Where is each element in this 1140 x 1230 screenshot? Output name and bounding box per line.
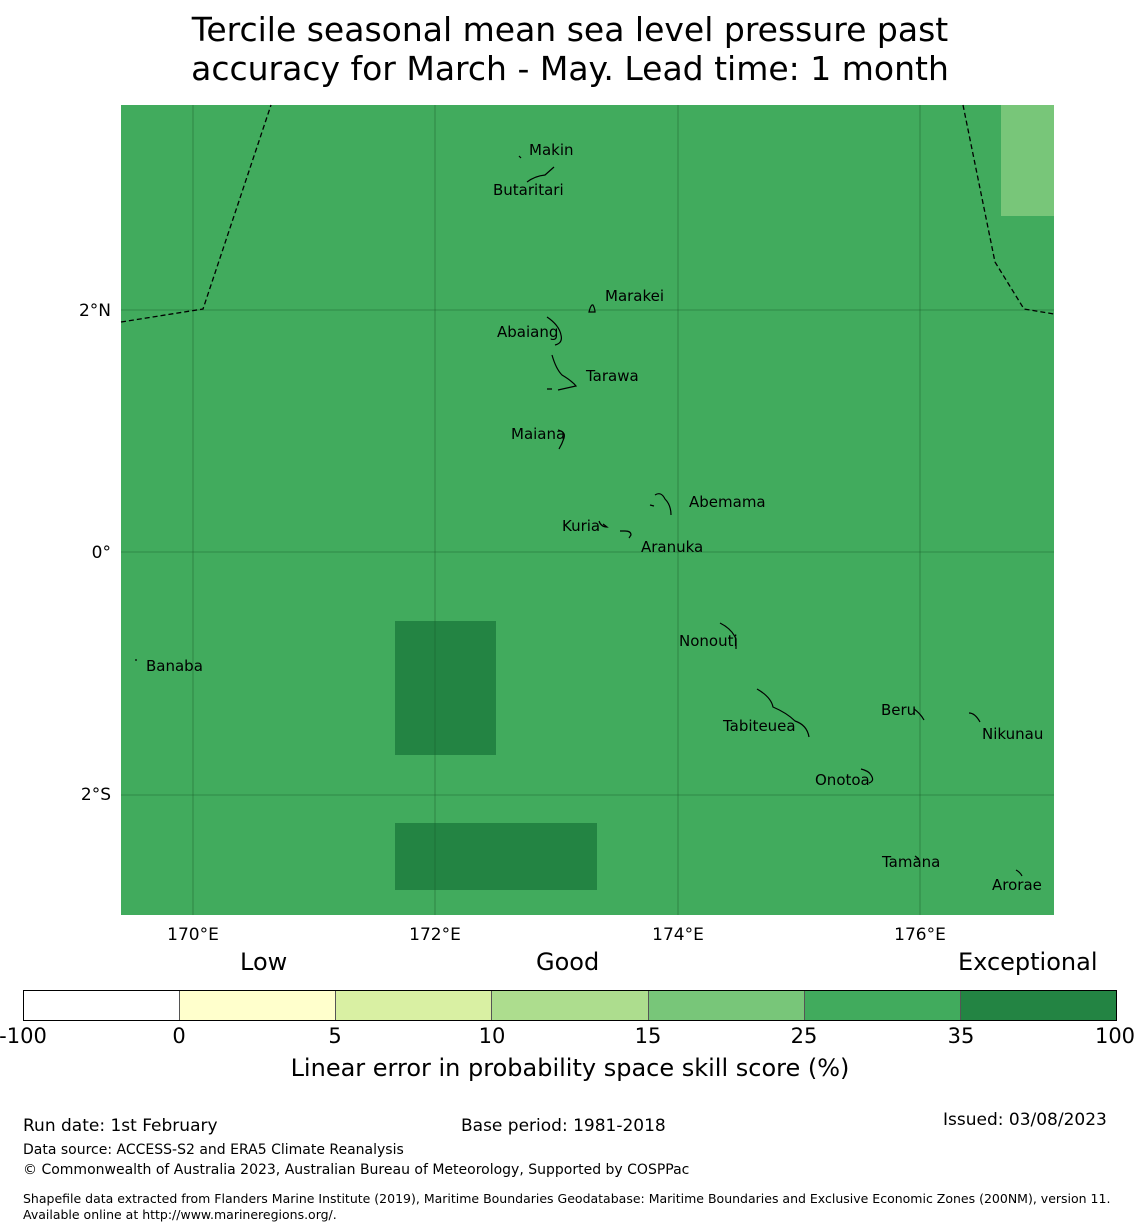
- island-outline-makin: [518, 155, 522, 159]
- lat-label-2n: 2°N: [79, 301, 111, 321]
- lon-label-174: 174°E: [652, 925, 704, 940]
- category-good: Good: [536, 948, 600, 976]
- colorbar-swatch-6: [804, 991, 961, 1020]
- title-line-1: Tercile seasonal mean sea level pressure…: [191, 10, 949, 49]
- label-nikunau: Nikunau: [982, 725, 1043, 743]
- colorbar-tick-1: -100: [0, 1024, 47, 1048]
- title-line-2: accuracy for March - May. Lead time: 1 m…: [191, 49, 949, 88]
- lon-label-176: 176°E: [894, 925, 946, 940]
- island-outline-abaiang: [546, 316, 562, 346]
- colorbar-swatch-3: [336, 991, 493, 1020]
- island-outline-onotoa: [860, 768, 874, 784]
- shapefile-credit: Shapefile data extracted from Flanders M…: [23, 1191, 1111, 1222]
- label-aranuka: Aranuka: [641, 538, 703, 556]
- island-outline-tamana: [914, 855, 920, 860]
- label-onotoa: Onotoa: [815, 771, 870, 789]
- colorbar-swatch-7: [960, 991, 1116, 1020]
- lon-label-170: 170°E: [167, 925, 219, 940]
- island-outline-nonouti: [719, 622, 737, 649]
- island-outline-butaritari: [526, 166, 555, 183]
- category-low: Low: [240, 948, 288, 976]
- island-outline-tarawa: [547, 354, 578, 391]
- copyright: © Commonwealth of Australia 2023, Austra…: [23, 1162, 690, 1178]
- island-outline-maiana: [557, 429, 565, 450]
- island-outline-arorae: [1015, 869, 1023, 877]
- colorbar: [23, 990, 1117, 1021]
- eez-boundary-east: [962, 104, 1055, 315]
- label-beru: Beru: [881, 701, 916, 719]
- label-nonouti: Nonouti: [679, 632, 738, 650]
- eez-boundary-west: [120, 104, 272, 323]
- island-outline-aranuka: [620, 530, 632, 539]
- label-butaritari: Butaritari: [493, 181, 564, 199]
- label-marakei: Marakei: [605, 287, 664, 305]
- label-kuria: Kuria: [562, 517, 600, 535]
- colorbar-tick-6: 25: [790, 1024, 818, 1048]
- data-source: Data source: ACCESS-S2 and ERA5 Climate …: [23, 1142, 404, 1158]
- label-maiana: Maiana: [511, 425, 565, 443]
- lon-label-172: 172°E: [409, 925, 461, 940]
- colorbar-tick-4: 10: [478, 1024, 506, 1048]
- island-outline-nikunau: [968, 712, 981, 723]
- category-exceptional: Exceptional: [958, 948, 1098, 976]
- island-outline-kuria: [598, 520, 609, 528]
- low-skill-patch: [1001, 105, 1054, 216]
- island-outline-marakei: [588, 304, 596, 313]
- label-abemama: Abemama: [689, 493, 766, 511]
- colorbar-tick-7: 35: [947, 1024, 975, 1048]
- label-tamana: Tamana: [881, 853, 940, 871]
- lat-label-0: 0°: [92, 543, 111, 563]
- label-arorae: Arorae: [992, 876, 1042, 894]
- colorbar-swatch-1: [24, 991, 181, 1020]
- issued-date: Issued: 03/08/2023: [943, 1110, 1107, 1130]
- label-banaba: Banaba: [146, 657, 203, 675]
- high-skill-patch-1: [395, 621, 496, 755]
- label-tarawa: Tarawa: [585, 367, 639, 385]
- colorbar-tick-3: 5: [328, 1024, 342, 1048]
- high-skill-patch-2: [395, 823, 597, 890]
- lat-label-2s: 2°S: [81, 785, 111, 805]
- island-outline-tabiteuea: [756, 688, 810, 738]
- label-makin: Makin: [529, 141, 574, 159]
- colorbar-swatch-4: [492, 991, 649, 1020]
- colorbar-tick-5: 15: [634, 1024, 662, 1048]
- island-outline-abemama: [649, 493, 672, 516]
- colorbar-swatch-5: [648, 991, 805, 1020]
- colorbar-tick-2: 0: [172, 1024, 186, 1048]
- colorbar-swatch-2: [180, 991, 337, 1020]
- skill-map: Makin Butaritari Marakei Abaiang Tarawa …: [79, 104, 1055, 940]
- base-period: Base period: 1981-2018: [461, 1116, 666, 1136]
- label-abaiang: Abaiang: [497, 323, 558, 341]
- colorbar-label: Linear error in probability space skill …: [290, 1054, 850, 1082]
- colorbar-tick-8: 100: [1094, 1024, 1136, 1048]
- chart-title: Tercile seasonal mean sea level pressure…: [0, 10, 1140, 88]
- island-outline-beru: [913, 708, 925, 721]
- label-tabiteuea: Tabiteuea: [722, 717, 796, 735]
- run-date: Run date: 1st February: [23, 1116, 218, 1136]
- map-background: [121, 105, 1054, 915]
